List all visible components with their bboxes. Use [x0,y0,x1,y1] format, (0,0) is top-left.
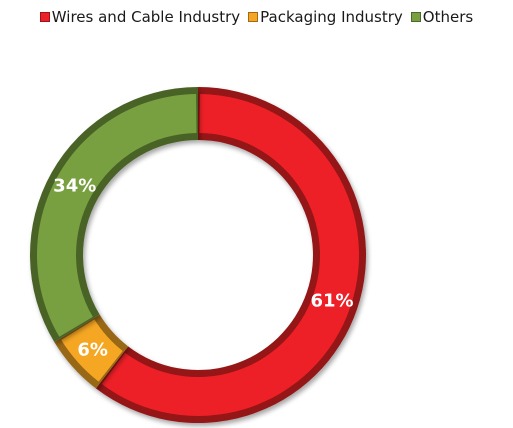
data-label-others: 34% [53,176,96,197]
legend-label: Wires and Cable Industry [51,8,241,26]
chart-legend: Wires and Cable Industry Packaging Indus… [0,8,513,26]
data-label-wires-and-cable-industry: 61% [310,290,353,311]
legend-item-others: Others [410,8,474,26]
legend-swatch [410,12,421,22]
data-label-packaging-industry: 6% [77,339,108,360]
legend-swatch [248,12,259,22]
legend-label: Packaging Industry [260,8,403,26]
legend-swatch [39,12,50,22]
legend-item-packaging: Packaging Industry [248,8,403,26]
legend-item-wires-cable: Wires and Cable Industry [39,8,241,26]
donut-slice-packaging-industry [61,319,123,382]
donut-slice-others [36,94,197,337]
donut-slice-wires-and-cable-industry [101,94,360,416]
legend-label: Others [422,8,474,26]
